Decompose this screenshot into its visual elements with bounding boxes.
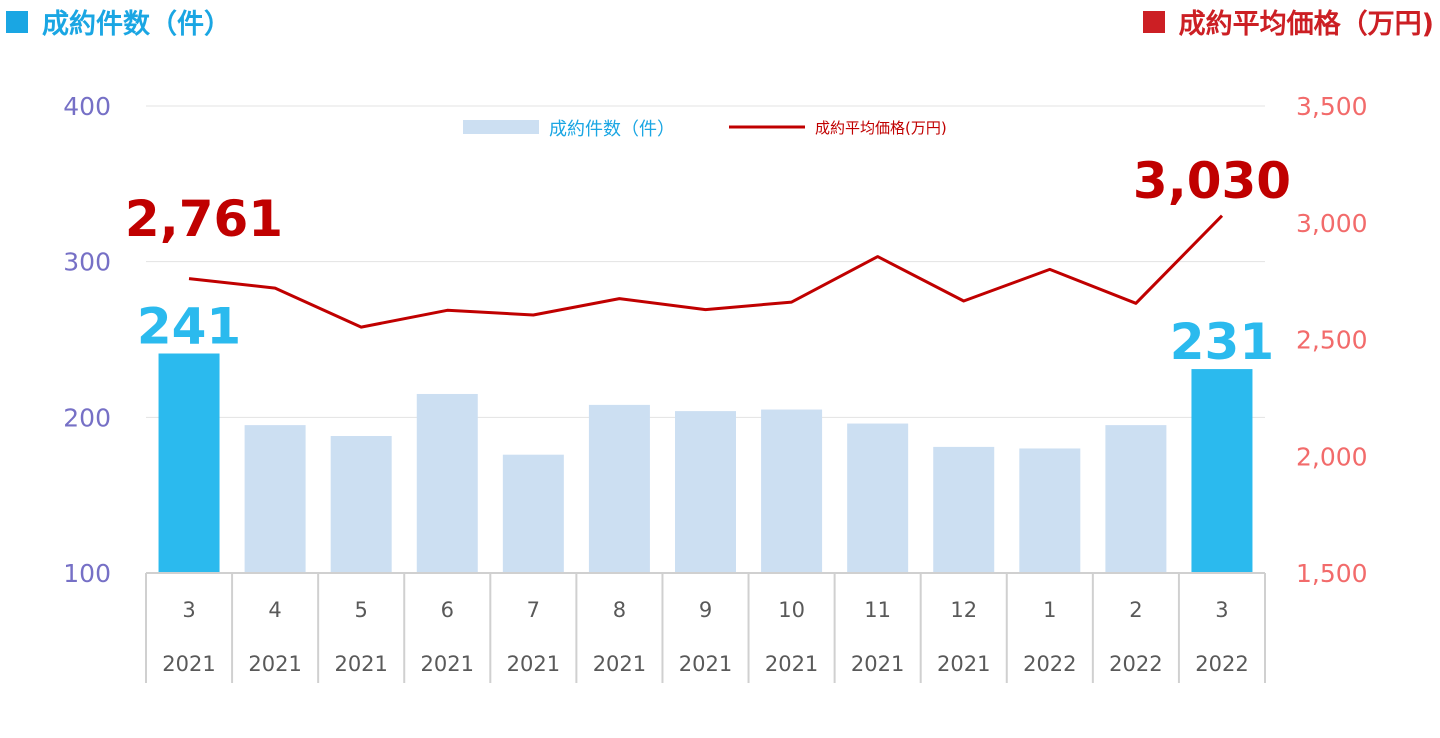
right-axis-tick-label: 1,500 bbox=[1296, 559, 1368, 588]
category-year-label: 2022 bbox=[1109, 652, 1162, 676]
bar bbox=[158, 353, 220, 573]
category-month-label: 3 bbox=[1215, 598, 1228, 622]
category-month-label: 12 bbox=[950, 598, 977, 622]
category-month-label: 11 bbox=[864, 598, 891, 622]
bar bbox=[847, 423, 909, 573]
bar bbox=[1105, 425, 1167, 573]
bar bbox=[330, 436, 392, 573]
bar bbox=[675, 411, 736, 573]
bar bbox=[416, 393, 478, 573]
legend-line-label: 成約平均価格(万円) bbox=[815, 119, 947, 137]
left-axis-tick-label: 300 bbox=[63, 248, 111, 277]
category-year-label: 2021 bbox=[162, 652, 215, 676]
legend-bar-label: 成約件数（件） bbox=[549, 119, 675, 140]
category-month-label: 1 bbox=[1043, 598, 1056, 622]
category-year-label: 2021 bbox=[421, 652, 474, 676]
category-year-label: 2021 bbox=[248, 652, 301, 676]
category-month-label: 3 bbox=[182, 598, 195, 622]
category-month-label: 4 bbox=[268, 598, 281, 622]
category-month-label: 6 bbox=[441, 598, 454, 622]
category-year-label: 2021 bbox=[679, 652, 732, 676]
left-title-square-icon bbox=[6, 10, 28, 33]
category-year-label: 2021 bbox=[593, 652, 646, 676]
bar bbox=[244, 425, 306, 573]
left-axis-tick-label: 400 bbox=[63, 92, 111, 121]
category-month-label: 2 bbox=[1129, 598, 1142, 622]
category-year-label: 2022 bbox=[1023, 652, 1076, 676]
right-title-square-icon bbox=[1142, 10, 1165, 33]
left-axis-tick-label: 100 bbox=[63, 559, 111, 588]
category-year-label: 2021 bbox=[765, 652, 818, 676]
left-title-text: 成約件数（件） bbox=[42, 9, 231, 40]
legend-bar-swatch bbox=[463, 120, 539, 134]
right-axis-tick-label: 3,500 bbox=[1296, 92, 1368, 121]
bar bbox=[933, 446, 995, 573]
category-month-label: 8 bbox=[613, 598, 626, 622]
right-title-text: 成約平均価格（万円) bbox=[1178, 9, 1434, 40]
bar-first-callout: 241 bbox=[137, 298, 241, 356]
category-year-label: 2021 bbox=[851, 652, 904, 676]
category-year-label: 2022 bbox=[1195, 652, 1248, 676]
price-line bbox=[188, 214, 1224, 329]
category-month-label: 9 bbox=[699, 598, 712, 622]
bar bbox=[1019, 448, 1081, 573]
category-year-label: 2021 bbox=[507, 652, 560, 676]
line-last-callout: 3,030 bbox=[1133, 152, 1291, 210]
bar bbox=[761, 409, 823, 573]
right-axis-tick-label: 2,500 bbox=[1296, 326, 1368, 355]
right-axis-tick-label: 2,000 bbox=[1296, 442, 1368, 471]
bar bbox=[1191, 369, 1253, 573]
right-axis-title: 成約平均価格（万円) bbox=[1142, 2, 1434, 41]
category-month-label: 7 bbox=[527, 598, 540, 622]
bar bbox=[588, 404, 650, 573]
left-axis-tick-label: 200 bbox=[63, 403, 111, 432]
category-year-label: 2021 bbox=[937, 652, 990, 676]
right-axis-tick-label: 3,000 bbox=[1296, 209, 1368, 238]
category-year-label: 2021 bbox=[334, 652, 387, 676]
bar bbox=[502, 454, 564, 573]
bar-last-callout: 231 bbox=[1170, 313, 1274, 371]
category-month-label: 10 bbox=[778, 598, 805, 622]
left-axis-title: 成約件数（件） bbox=[6, 2, 231, 41]
line-first-callout: 2,761 bbox=[125, 190, 283, 248]
category-month-label: 5 bbox=[355, 598, 368, 622]
